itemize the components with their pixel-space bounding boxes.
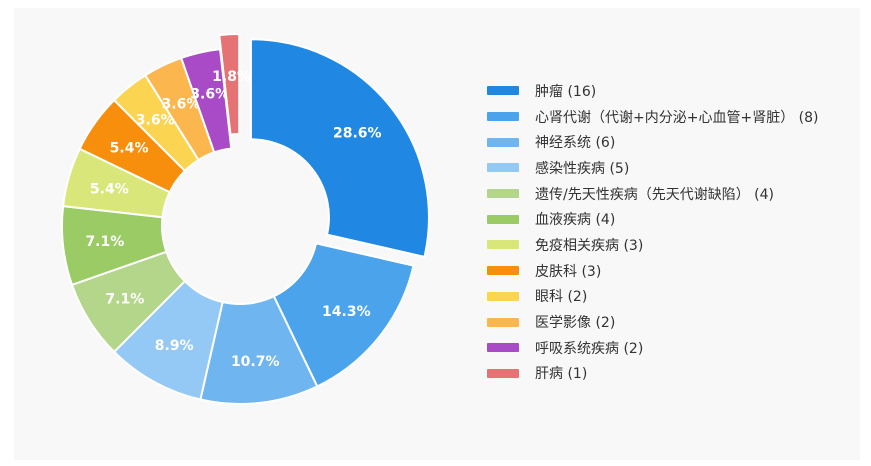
legend-swatch: [487, 86, 519, 96]
slice-percent-label: 14.3%: [322, 304, 371, 320]
legend-label: 呼吸系统疾病 (2): [535, 340, 644, 357]
legend-item[interactable]: 血液疾病 (4): [487, 206, 818, 232]
legend-item[interactable]: 心肾代谢（代谢+内分泌+心血管+肾脏） (8): [487, 104, 818, 130]
legend-item[interactable]: 免疫相关疾病 (3): [487, 232, 818, 258]
legend-item[interactable]: 感染性疾病 (5): [487, 155, 818, 181]
legend-item[interactable]: 眼科 (2): [487, 284, 818, 310]
legend-swatch: [487, 343, 519, 353]
legend-label: 心肾代谢（代谢+内分泌+心血管+肾脏） (8): [535, 109, 819, 126]
legend-swatch: [487, 368, 519, 378]
slice-percent-label: 3.6%: [162, 96, 201, 112]
legend-label: 肿瘤 (16): [535, 83, 597, 100]
legend-label: 神经系统 (6): [535, 135, 616, 152]
legend-item[interactable]: 医学影像 (2): [487, 309, 818, 335]
legend-label: 医学影像 (2): [535, 315, 616, 332]
legend-swatch: [487, 266, 519, 276]
legend-label: 眼科 (2): [535, 289, 588, 306]
legend-swatch: [487, 240, 519, 250]
slice-percent-label: 5.4%: [110, 140, 149, 156]
donut-slice-1: [272, 242, 415, 388]
slice-percent-label: 3.6%: [136, 113, 175, 129]
legend-item[interactable]: 呼吸系统疾病 (2): [487, 335, 818, 361]
legend-item[interactable]: 遗传/先天性疾病（先天代谢缺陷） (4): [487, 181, 818, 207]
slice-percent-label: 5.4%: [90, 181, 129, 197]
legend-label: 遗传/先天性疾病（先天代谢缺陷） (4): [535, 186, 774, 203]
legend-label: 免疫相关疾病 (3): [535, 237, 644, 254]
legend-swatch: [487, 317, 519, 327]
slice-percent-label: 10.7%: [231, 354, 280, 370]
slice-percent-label: 8.9%: [155, 338, 194, 354]
legend-swatch: [487, 137, 519, 147]
slice-percent-label: 3.6%: [190, 86, 229, 102]
legend-swatch: [487, 112, 519, 122]
legend-item[interactable]: 肿瘤 (16): [487, 78, 818, 104]
donut-slice-0: [249, 38, 430, 259]
legend-swatch: [487, 189, 519, 199]
legend-label: 感染性疾病 (5): [535, 160, 630, 177]
slice-percent-label: 28.6%: [333, 125, 382, 141]
legend-item[interactable]: 肝病 (1): [487, 361, 818, 387]
slice-percent-label: 7.1%: [85, 234, 124, 250]
slice-percent-label: 1.8%: [212, 69, 251, 85]
legend-label: 肝病 (1): [535, 366, 588, 383]
legend-swatch: [487, 163, 519, 173]
chart-legend: 肿瘤 (16) 心肾代谢（代谢+内分泌+心血管+肾脏） (8) 神经系统 (6) 感染…: [487, 78, 818, 386]
legend-label: 血液疾病 (4): [535, 212, 616, 229]
legend-swatch: [487, 214, 519, 224]
legend-item[interactable]: 皮肤科 (3): [487, 258, 818, 284]
donut-slice-11: [218, 33, 241, 136]
slice-percent-label: 7.1%: [105, 291, 144, 307]
legend-label: 皮肤科 (3): [535, 263, 602, 280]
donut-slice-10: [179, 48, 233, 154]
legend-swatch: [487, 291, 519, 301]
legend-item[interactable]: 神经系统 (6): [487, 129, 818, 155]
